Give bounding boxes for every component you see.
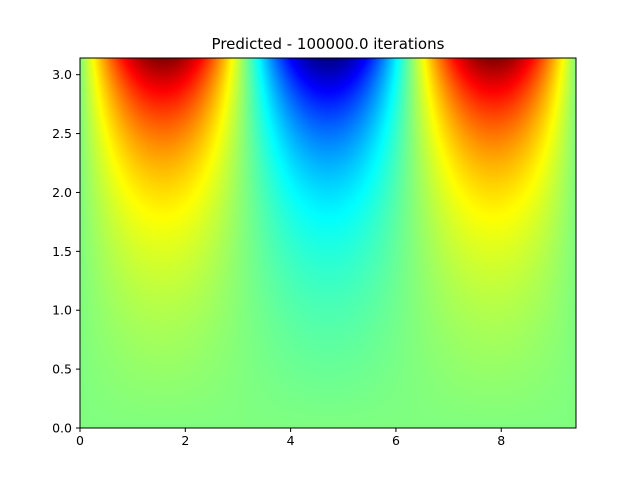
x-tick-label: 2: [181, 433, 189, 448]
x-tick-label: 8: [497, 433, 505, 448]
chart-title: Predicted - 100000.0 iterations: [212, 35, 445, 53]
y-tick-label: 0.0: [52, 421, 72, 436]
plot-frame: [79, 57, 577, 429]
heatmap-image: [80, 58, 576, 428]
y-tick-label: 1.0: [52, 303, 72, 318]
heatmap-canvas-container: [80, 58, 576, 428]
y-axis: 0.0 0.5 1.0 1.5 2.0 2.5 3.0: [52, 67, 80, 436]
y-tick-label: 0.5: [52, 362, 72, 377]
y-tick-label: 2.5: [52, 126, 72, 141]
x-tick-label: 4: [287, 433, 295, 448]
y-tick-label: 1.5: [52, 244, 72, 259]
x-tick-label: 6: [392, 433, 400, 448]
x-axis: 0 2 4 6 8: [76, 428, 505, 448]
x-tick-label: 0: [76, 433, 84, 448]
y-tick-label: 3.0: [52, 67, 72, 82]
y-tick-label: 2.0: [52, 185, 72, 200]
